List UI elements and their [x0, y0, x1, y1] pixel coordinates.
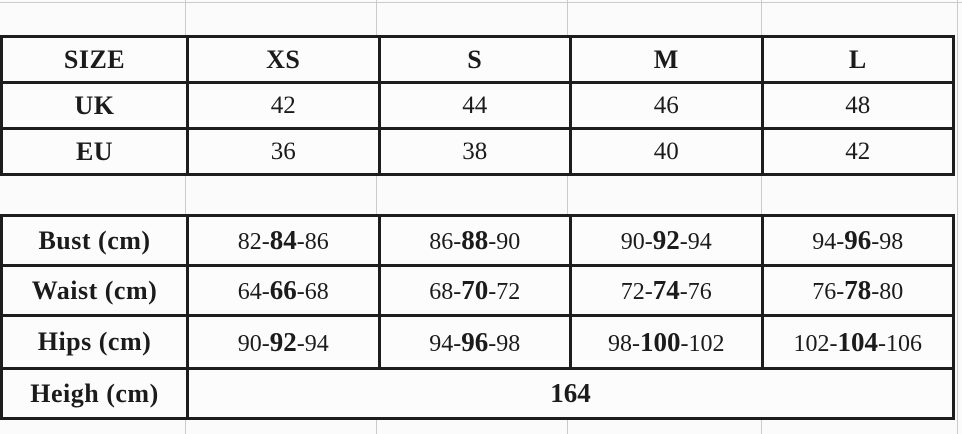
row-label-height: Heigh (cm) [0, 367, 189, 420]
size-conversion-table: SIZE XS S M L UK 42 44 46 48 EU 36 38 40… [0, 35, 955, 176]
size-cell-s: S [377, 35, 572, 84]
hips-range-m: 98-100-102 [569, 314, 764, 370]
uk-size-value: 44 [377, 81, 572, 130]
eu-size-row: EU 36 38 40 42 [0, 127, 955, 176]
size-cell-m: M [569, 35, 764, 84]
waist-range-xs: 64-66-68 [186, 264, 381, 317]
uk-size-row: UK 42 44 46 48 [0, 81, 955, 130]
hips-range-l: 102-104-106 [760, 314, 955, 370]
row-label-waist: Waist (cm) [0, 264, 189, 317]
eu-size-value: 38 [377, 127, 572, 176]
bust-range-xs: 82-84-86 [186, 214, 381, 267]
waist-row: Waist (cm) 64-66-68 68-70-72 72-74-76 76… [0, 264, 955, 317]
row-label-hips: Hips (cm) [0, 314, 189, 370]
eu-size-value: 36 [186, 127, 381, 176]
row-label-eu: EU [0, 127, 189, 176]
row-label-bust: Bust (cm) [0, 214, 189, 267]
size-header-row: SIZE XS S M L [0, 35, 955, 84]
row-label-uk: UK [0, 81, 189, 130]
height-row: Heigh (cm) 164 [0, 367, 955, 420]
waist-range-s: 68-70-72 [377, 264, 572, 317]
spreadsheet-gridline-vertical [957, 0, 958, 434]
bust-range-s: 86-88-90 [377, 214, 572, 267]
size-cell-xs: XS [186, 35, 381, 84]
spreadsheet-gridline-horizontal [0, 2, 962, 3]
uk-size-value: 46 [569, 81, 764, 130]
uk-size-value: 42 [186, 81, 381, 130]
eu-size-value: 42 [760, 127, 955, 176]
size-title-cell: SIZE [0, 35, 189, 84]
hips-range-s: 94-96-98 [377, 314, 572, 370]
size-cell-l: L [760, 35, 955, 84]
bust-range-l: 94-96-98 [760, 214, 955, 267]
bust-row: Bust (cm) 82-84-86 86-88-90 90-92-94 94-… [0, 214, 955, 267]
bust-range-m: 90-92-94 [569, 214, 764, 267]
hips-range-xs: 90-92-94 [186, 314, 381, 370]
waist-range-m: 72-74-76 [569, 264, 764, 317]
uk-size-value: 48 [760, 81, 955, 130]
height-value-cell: 164 [186, 367, 955, 420]
body-measurements-table: Bust (cm) 82-84-86 86-88-90 90-92-94 94-… [0, 214, 955, 420]
waist-range-l: 76-78-80 [760, 264, 955, 317]
eu-size-value: 40 [569, 127, 764, 176]
hips-row: Hips (cm) 90-92-94 94-96-98 98-100-102 1… [0, 314, 955, 370]
